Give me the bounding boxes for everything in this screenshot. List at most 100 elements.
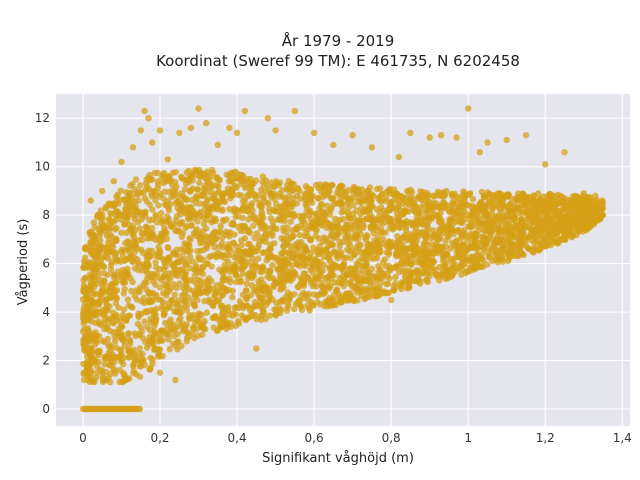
data-point <box>438 132 445 139</box>
data-point <box>379 259 387 266</box>
data-point <box>401 221 409 229</box>
data-point <box>435 213 442 220</box>
data-point <box>310 129 318 136</box>
data-point <box>205 240 212 248</box>
data-point <box>144 183 151 190</box>
data-point <box>289 199 296 206</box>
data-point <box>460 241 468 248</box>
data-point <box>554 212 561 219</box>
data-point <box>346 215 353 222</box>
data-point <box>79 328 87 335</box>
data-point <box>149 309 157 316</box>
data-point <box>405 188 412 195</box>
chart-title-line2: Koordinat (Sweref 99 TM): E 461735, N 62… <box>156 52 520 70</box>
data-point <box>373 255 381 262</box>
data-point <box>489 201 496 208</box>
data-point <box>193 167 200 175</box>
data-point <box>458 271 465 278</box>
data-point <box>105 247 112 255</box>
data-point <box>172 190 179 197</box>
data-point <box>152 281 159 288</box>
data-point <box>136 225 143 232</box>
data-point <box>448 208 455 216</box>
data-point <box>338 266 346 273</box>
data-point <box>484 139 491 146</box>
data-point <box>178 257 185 264</box>
data-point <box>291 291 298 298</box>
data-point <box>257 218 264 226</box>
data-point <box>217 228 224 235</box>
data-point <box>103 304 110 311</box>
data-point <box>340 225 347 232</box>
data-point <box>151 344 158 352</box>
data-point <box>327 241 335 248</box>
data-point <box>428 215 436 222</box>
data-point <box>482 209 489 216</box>
data-point <box>110 313 118 320</box>
data-point <box>136 182 144 189</box>
data-point <box>210 324 217 331</box>
data-point <box>124 296 132 303</box>
data-point <box>539 197 546 205</box>
data-point <box>402 267 409 275</box>
data-point <box>195 210 202 218</box>
data-point <box>247 186 254 193</box>
data-point <box>178 233 185 240</box>
data-point <box>267 245 274 252</box>
data-point <box>248 305 255 312</box>
data-point <box>259 178 266 185</box>
data-point <box>153 264 160 271</box>
data-point <box>272 127 279 134</box>
data-point <box>260 195 267 202</box>
data-point <box>378 191 386 198</box>
data-point <box>447 273 454 281</box>
y-tick-label: 0 <box>42 402 50 416</box>
data-point <box>139 236 146 244</box>
data-point <box>377 280 384 287</box>
data-point <box>326 285 333 292</box>
data-point <box>310 302 317 309</box>
data-point <box>346 265 354 272</box>
data-point <box>306 223 313 230</box>
data-point <box>531 204 538 211</box>
data-point <box>125 246 132 253</box>
data-point <box>226 252 233 259</box>
data-point <box>385 251 392 258</box>
data-point <box>80 309 87 316</box>
data-point <box>345 186 352 194</box>
data-point <box>163 202 171 209</box>
data-point <box>144 235 151 242</box>
data-point <box>384 273 391 280</box>
data-point <box>143 225 151 232</box>
data-point <box>128 349 136 356</box>
data-point <box>124 194 132 201</box>
data-point <box>105 216 113 223</box>
data-point <box>117 351 125 359</box>
data-point <box>118 229 125 236</box>
data-point <box>178 292 186 299</box>
data-point <box>263 257 270 264</box>
data-point <box>449 200 456 207</box>
data-point <box>247 269 254 276</box>
y-tick-label: 6 <box>42 257 50 271</box>
data-point <box>137 127 144 134</box>
data-point <box>191 266 198 273</box>
data-point <box>357 241 364 248</box>
data-point <box>100 278 108 285</box>
data-point <box>163 325 171 332</box>
data-point <box>522 132 530 139</box>
data-point <box>529 248 536 255</box>
data-point <box>130 369 137 377</box>
data-point <box>557 192 564 199</box>
data-point <box>559 214 567 221</box>
data-point <box>145 247 152 254</box>
data-point <box>203 119 210 127</box>
data-point <box>364 269 371 276</box>
data-point <box>134 320 142 328</box>
data-point <box>164 156 171 163</box>
data-point <box>84 300 91 307</box>
data-point <box>173 246 181 253</box>
data-point <box>124 215 131 222</box>
data-point <box>378 229 386 236</box>
